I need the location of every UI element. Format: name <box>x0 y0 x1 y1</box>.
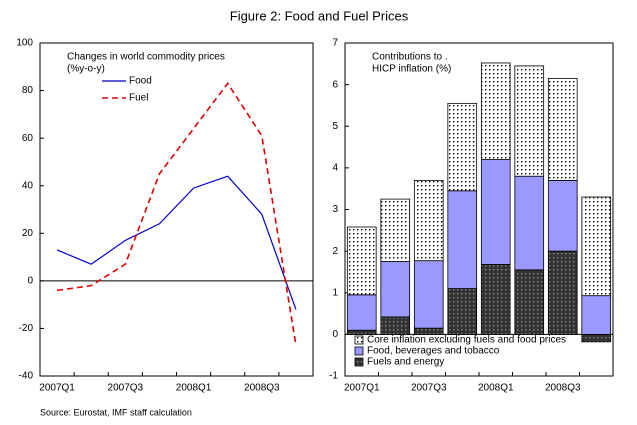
y-tick-label: 40 <box>22 180 34 191</box>
x-tick-label: 2008Q1 <box>478 383 514 394</box>
line-series <box>56 82 297 346</box>
bar-segment <box>514 269 545 335</box>
x-tick-label: 2007Q3 <box>411 383 447 394</box>
bar-segment <box>413 260 444 329</box>
annotation: Changes in world commodity prices <box>67 52 225 63</box>
y-tick-label: 7 <box>332 38 338 49</box>
bar-segment <box>581 295 612 335</box>
bar-segment <box>581 196 612 297</box>
bar-segment <box>346 226 377 296</box>
y-tick-label: 2 <box>332 246 338 257</box>
y-tick-label: 60 <box>22 133 34 144</box>
bar-segment <box>547 250 578 335</box>
y-tick-label: -1 <box>329 371 338 382</box>
y-tick-label: 0 <box>27 275 33 286</box>
y-tick-label: 4 <box>332 163 338 174</box>
legend-label: Core inflation excluding fuels and food … <box>367 335 566 346</box>
legend-label: Food, beverages and tobacco <box>367 346 500 357</box>
source-note: Source: Eurostat, IMF staff calculation <box>40 407 192 417</box>
legend-swatch <box>354 357 364 367</box>
x-tick-label: 2008Q1 <box>176 383 212 394</box>
bar-segment <box>447 102 478 192</box>
y-tick-label: 0 <box>332 329 338 340</box>
bar-segment <box>380 316 411 335</box>
y-tick-label: 5 <box>332 121 338 132</box>
legend-swatch <box>354 346 364 356</box>
bar-segment <box>380 261 411 318</box>
y-tick-label: 100 <box>16 38 33 49</box>
y-tick-label: 3 <box>332 204 338 215</box>
annotation: (%y-o-y) <box>67 64 105 75</box>
x-tick-label: 2007Q3 <box>108 383 144 394</box>
bar-segment <box>547 179 578 252</box>
legend-label: Food <box>129 76 152 87</box>
annotation: HICP inflation (%) <box>372 64 451 75</box>
plot-frame <box>39 42 314 377</box>
bar-segment <box>514 175 545 271</box>
chart-title: Figure 2: Food and Fuel Prices <box>230 8 409 23</box>
bar-segment <box>547 77 578 181</box>
line-series <box>56 175 297 310</box>
legend-label: Fuel <box>129 93 148 104</box>
bar-segment <box>581 333 612 343</box>
bar-segment <box>346 294 377 331</box>
bar-segment <box>480 62 511 160</box>
bar-segment <box>447 288 478 335</box>
bar-segment <box>380 198 411 262</box>
y-tick-label: 80 <box>22 85 34 96</box>
bar-segment <box>447 190 478 289</box>
bar-segment <box>480 264 511 335</box>
legend-label: Fuels and energy <box>367 357 444 368</box>
bar-segment <box>413 179 444 262</box>
x-tick-label: 2007Q1 <box>344 383 380 394</box>
y-tick-label: -20 <box>19 323 34 334</box>
bar-segment <box>514 65 545 177</box>
y-tick-label: 1 <box>332 287 338 298</box>
x-tick-label: 2008Q3 <box>244 383 280 394</box>
bar-segment <box>480 159 511 265</box>
legend-swatch <box>354 335 364 345</box>
y-tick-label: 6 <box>332 79 338 90</box>
y-tick-label: -40 <box>19 371 34 382</box>
x-tick-label: 2007Q1 <box>39 383 75 394</box>
bar-segment <box>413 327 444 335</box>
x-tick-label: 2008Q3 <box>545 383 581 394</box>
annotation: Contributions to . <box>372 52 448 63</box>
y-tick-label: 20 <box>22 228 34 239</box>
